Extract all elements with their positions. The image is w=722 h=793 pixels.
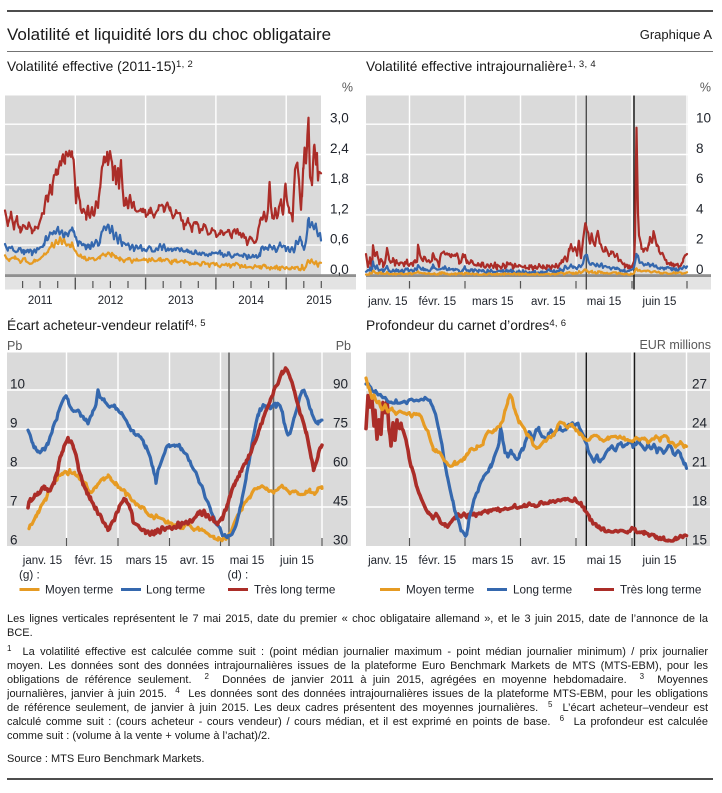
svg-text:90: 90 xyxy=(333,377,348,392)
svg-text:24: 24 xyxy=(692,416,708,431)
svg-text:mai 15: mai 15 xyxy=(230,555,265,567)
svg-text:mai 15: mai 15 xyxy=(587,296,622,308)
svg-text:0,6: 0,6 xyxy=(330,232,349,247)
svg-text:%: % xyxy=(342,81,353,95)
svg-text:juin 15: juin 15 xyxy=(279,555,314,567)
svg-text:EUR millions: EUR millions xyxy=(639,338,711,352)
svg-text:1,8: 1,8 xyxy=(330,171,349,186)
svg-text:mai 15: mai 15 xyxy=(587,555,622,567)
svg-text:févr. 15: févr. 15 xyxy=(418,296,456,308)
svg-text:Très long terme: Très long terme xyxy=(254,584,335,597)
svg-text:Long terme: Long terme xyxy=(146,584,205,597)
svg-text:4: 4 xyxy=(696,201,704,216)
svg-text:45: 45 xyxy=(333,494,348,509)
svg-text:1,2: 1,2 xyxy=(330,201,349,216)
svg-text:30: 30 xyxy=(333,533,348,548)
svg-text:janv. 15: janv. 15 xyxy=(367,296,407,308)
svg-text:8: 8 xyxy=(696,141,704,156)
svg-text:6: 6 xyxy=(696,171,704,186)
svg-text:mars 15: mars 15 xyxy=(472,296,514,308)
svg-text:75: 75 xyxy=(333,416,348,431)
svg-text:2014: 2014 xyxy=(238,295,264,307)
svg-text:0,0: 0,0 xyxy=(330,262,349,277)
svg-text:21: 21 xyxy=(692,455,707,470)
svg-text:2015: 2015 xyxy=(306,295,332,307)
svg-text:avr. 15: avr. 15 xyxy=(531,555,566,567)
svg-text:janv. 15: janv. 15 xyxy=(367,555,407,567)
svg-text:6: 6 xyxy=(10,533,18,548)
svg-text:27: 27 xyxy=(692,377,707,392)
svg-text:2: 2 xyxy=(696,232,704,247)
svg-text:janv. 15: janv. 15 xyxy=(22,555,62,567)
svg-text:2013: 2013 xyxy=(168,295,194,307)
svg-text:60: 60 xyxy=(333,455,348,470)
svg-text:juin 15: juin 15 xyxy=(642,555,677,567)
svg-text:Moyen terme: Moyen terme xyxy=(406,584,474,597)
svg-text:mars 15: mars 15 xyxy=(472,555,514,567)
svg-text:15: 15 xyxy=(692,533,707,548)
svg-text:Pb: Pb xyxy=(336,339,351,353)
svg-text:10: 10 xyxy=(696,111,711,126)
svg-text:Pb: Pb xyxy=(7,339,22,353)
svg-text:9: 9 xyxy=(10,416,18,431)
svg-text:7: 7 xyxy=(10,494,18,509)
svg-text:18: 18 xyxy=(692,494,707,509)
svg-text:(g) :: (g) : xyxy=(19,569,40,582)
svg-text:mars 15: mars 15 xyxy=(126,555,168,567)
svg-text:10: 10 xyxy=(10,377,25,392)
svg-text:Très long terme: Très long terme xyxy=(620,584,701,597)
svg-text:avr. 15: avr. 15 xyxy=(531,296,566,308)
svg-text:juin 15: juin 15 xyxy=(642,296,677,308)
svg-text:8: 8 xyxy=(10,455,18,470)
svg-text:3,0: 3,0 xyxy=(330,111,349,126)
svg-text:avr. 15: avr. 15 xyxy=(180,555,215,567)
svg-text:(d) :: (d) : xyxy=(228,569,249,582)
svg-text:2,4: 2,4 xyxy=(330,141,349,156)
svg-text:2012: 2012 xyxy=(98,295,124,307)
svg-text:0: 0 xyxy=(696,262,704,277)
svg-text:févr. 15: févr. 15 xyxy=(75,555,113,567)
svg-text:Moyen terme: Moyen terme xyxy=(45,584,113,597)
svg-text:2011: 2011 xyxy=(28,295,53,307)
svg-text:févr. 15: févr. 15 xyxy=(418,555,456,567)
svg-text:%: % xyxy=(700,81,711,95)
svg-text:Long terme: Long terme xyxy=(513,584,572,597)
